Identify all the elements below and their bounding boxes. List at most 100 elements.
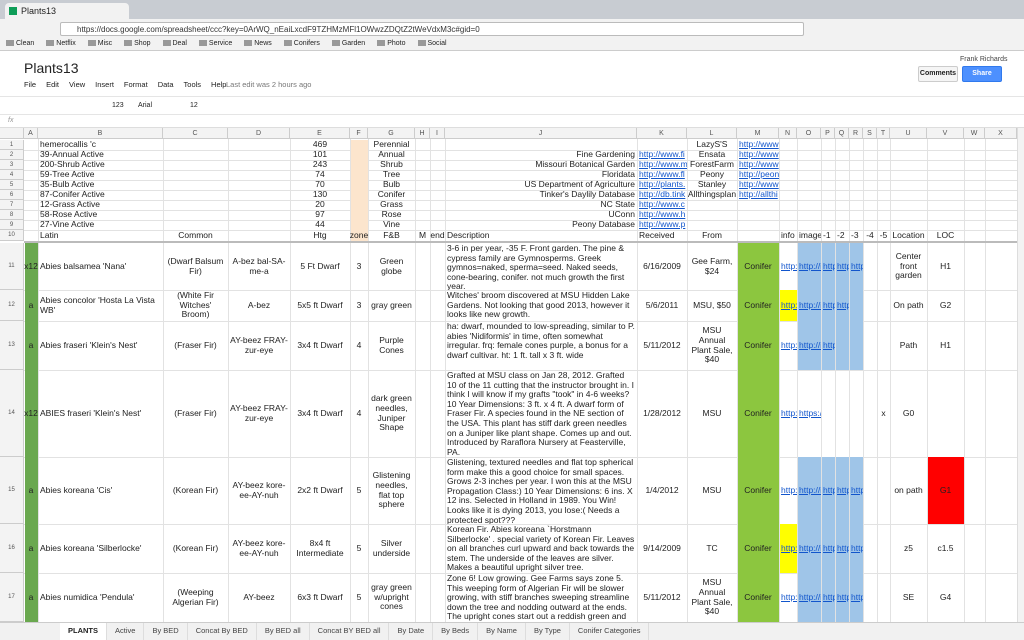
cell[interactable]: Peony [699, 170, 725, 180]
scrollbar[interactable] [1017, 128, 1024, 622]
cell[interactable]: MSU [702, 484, 722, 495]
cell[interactable]: -4 [866, 230, 874, 240]
cell-link[interactable]: http [823, 339, 835, 350]
column-header[interactable]: A [24, 128, 38, 139]
cell[interactable]: 3-6 in per year, -35 F. Front garden. Th… [447, 243, 625, 290]
menu-item[interactable]: Format [123, 80, 148, 89]
cell[interactable]: G0 [902, 407, 915, 418]
sheet-tab[interactable]: By BED all [257, 623, 310, 640]
menu-item[interactable]: Help [211, 80, 227, 89]
cell-link[interactable]: http [823, 542, 835, 553]
sheet-tab[interactable]: Concat BY BED all [310, 623, 390, 640]
cell[interactable]: hemerocallis 'c [40, 140, 96, 150]
cell[interactable]: 3 [356, 299, 362, 310]
cell-link[interactable]: http://www.c [639, 200, 685, 210]
row-header[interactable]: 9 [0, 220, 24, 230]
cell[interactable]: 87-Conifer Active [40, 190, 105, 200]
cell-link[interactable]: http [837, 260, 849, 271]
cell[interactable]: 5 Ft Dwarf [300, 260, 340, 271]
cell[interactable]: Conifer [377, 190, 406, 200]
cell[interactable]: (Fraser Fir) [174, 407, 217, 418]
column-header[interactable]: C [163, 128, 228, 139]
cell[interactable]: Annual [378, 150, 405, 160]
cell[interactable]: (Korean Fir) [172, 484, 219, 495]
cell[interactable]: UConn [608, 210, 635, 220]
cell[interactable]: (Korean Fir) [172, 542, 219, 553]
last-edit[interactable]: Last edit was 2 hours ago [226, 80, 312, 89]
cell[interactable]: a [28, 299, 34, 310]
cell[interactable]: MSU Annual Plant Sale, $40 [691, 577, 733, 617]
cell[interactable]: Stanley [697, 180, 727, 190]
cell[interactable]: Shrub [380, 160, 403, 170]
row-header[interactable]: 1 [0, 140, 24, 150]
cell[interactable]: AY-beez kore-ee-AY-nuh [232, 537, 286, 558]
cell-link[interactable]: http [837, 299, 849, 310]
cell[interactable]: 74 [315, 170, 325, 180]
cell[interactable]: zone [350, 230, 368, 240]
cell-link[interactable]: http://www.fl [639, 170, 685, 180]
menu-item[interactable]: File [24, 80, 37, 89]
cell[interactable]: 3x4 ft Dwarf [297, 407, 343, 418]
cell[interactable]: 5 [356, 591, 362, 602]
cell-link[interactable]: http://www [739, 140, 779, 150]
cell[interactable]: Abies balsamea 'Nana' [40, 260, 127, 271]
bookmark[interactable]: Shop [124, 38, 150, 50]
bookmark[interactable]: Garden [332, 38, 365, 50]
cell[interactable]: H1 [940, 339, 951, 350]
cell[interactable]: 5x5 ft Dwarf [297, 299, 343, 310]
cell[interactable]: On path [893, 299, 924, 310]
cell[interactable]: x12 [24, 407, 38, 418]
bookmark[interactable]: Netflix [46, 38, 75, 50]
cell[interactable]: 8x4 ft Intermediate [296, 537, 344, 558]
cell-link[interactable]: http://plants. [639, 180, 686, 190]
sheet-tab[interactable]: By BED [144, 623, 188, 640]
cell-link[interactable]: http [823, 484, 835, 495]
cell[interactable]: SE [902, 591, 915, 602]
cell[interactable]: 469 [312, 140, 328, 150]
cell-link[interactable]: http://www [739, 160, 779, 170]
cell[interactable]: dark green needles, Juniper Shape [371, 393, 412, 433]
cell-link[interactable]: http: [781, 484, 797, 495]
cell[interactable]: MSU [702, 407, 722, 418]
cell[interactable]: 44 [315, 220, 325, 230]
cell[interactable]: Grass [380, 200, 403, 210]
cell[interactable]: 5/11/2012 [643, 591, 681, 602]
bookmark[interactable]: Deal [163, 38, 187, 50]
bookmark[interactable]: Clean [6, 38, 34, 50]
cell[interactable]: A-bez bal-SA-me-a [232, 255, 286, 276]
cell-link[interactable]: http [837, 591, 849, 602]
cell[interactable]: 9/14/2009 [643, 542, 681, 553]
column-header[interactable]: F [350, 128, 368, 139]
cell-link[interactable]: http [851, 542, 863, 553]
sheet-tab[interactable]: By Date [389, 623, 434, 640]
row-header[interactable]: 16 [0, 524, 24, 573]
cell[interactable]: 12-Grass Active [40, 200, 100, 210]
cell[interactable]: Floridata [601, 170, 635, 180]
cell[interactable]: Glistening needles, flat top sphere [372, 470, 411, 510]
menu-item[interactable]: Insert [95, 80, 114, 89]
column-header[interactable]: I [430, 128, 445, 139]
user-name[interactable]: Frank Richards [960, 56, 1008, 63]
cell[interactable]: 1/28/2012 [643, 407, 681, 418]
cell[interactable]: G2 [939, 299, 952, 310]
cell[interactable]: 2x2 ft Dwarf [297, 484, 343, 495]
cell[interactable]: (Dwarf Balsum Fir) [167, 255, 224, 276]
row-header[interactable]: 3 [0, 160, 24, 170]
cell[interactable]: c1.5 [937, 542, 954, 553]
doc-title[interactable]: Plants13 [24, 60, 79, 76]
cell-link[interactable]: http://i [799, 339, 821, 350]
cell[interactable]: 5 [356, 484, 362, 495]
cell-link[interactable]: http://www.h [639, 210, 686, 220]
cell[interactable]: -3 [851, 230, 859, 240]
cell[interactable]: LOC [936, 230, 955, 240]
sheet-tab[interactable]: Active [107, 623, 145, 640]
cell[interactable]: Received [639, 230, 675, 240]
menu-item[interactable]: Tools [183, 80, 202, 89]
row-header[interactable]: 12 [0, 290, 24, 321]
cell[interactable]: AY-beez FRAY-zur-eye [230, 402, 288, 423]
column-header[interactable]: G [368, 128, 415, 139]
cell[interactable]: (Weeping Algerian Fir) [172, 586, 219, 607]
cell[interactable]: info [781, 230, 795, 240]
row-header[interactable]: 14 [0, 370, 24, 457]
cell[interactable]: 4 [356, 339, 362, 350]
